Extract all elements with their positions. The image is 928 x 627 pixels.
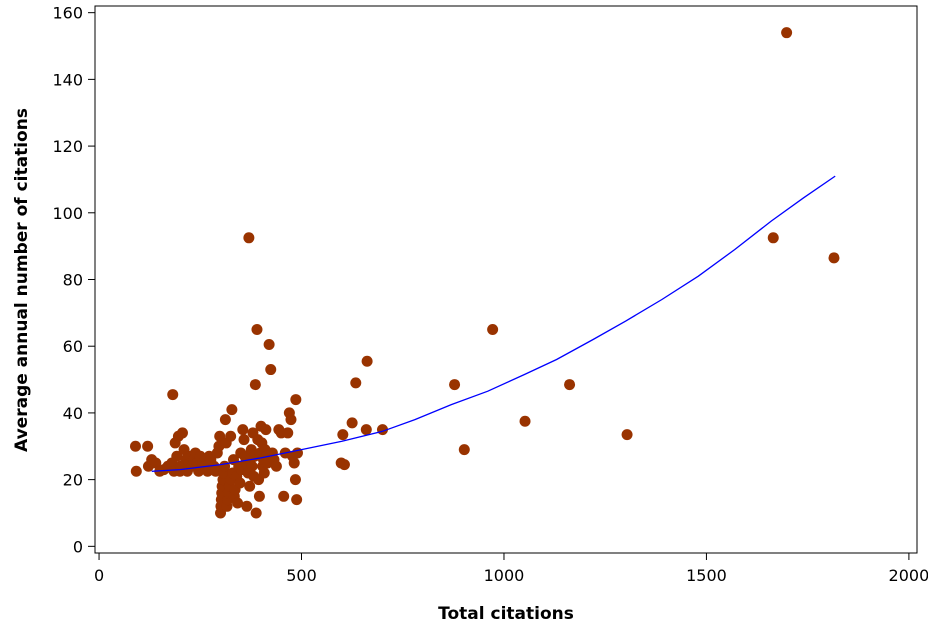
data-point: [337, 429, 349, 441]
data-point: [361, 355, 373, 367]
data-point: [282, 427, 294, 439]
y-axis-title: Average annual number of citations: [12, 108, 32, 452]
data-point: [129, 440, 141, 452]
data-point: [260, 424, 272, 436]
data-point: [249, 379, 261, 391]
data-points: [129, 27, 840, 519]
data-point: [278, 490, 290, 502]
data-point: [291, 494, 303, 506]
data-point: [225, 430, 237, 442]
x-axis: 0 500 1000 1500 2000: [94, 553, 928, 585]
data-point: [243, 232, 255, 244]
data-point: [226, 404, 238, 416]
y-tick-label: 60: [63, 337, 83, 356]
x-tick-label: 2000: [889, 566, 928, 585]
data-point: [258, 467, 270, 479]
data-point: [270, 460, 282, 472]
data-point: [232, 497, 244, 509]
fit-line-layer: [151, 175, 836, 472]
x-tick-label: 1000: [484, 566, 525, 585]
y-tick-label: 20: [63, 471, 83, 490]
data-point: [289, 474, 301, 486]
data-point: [519, 415, 531, 427]
data-point: [167, 389, 179, 401]
data-point: [781, 27, 793, 39]
data-point: [285, 414, 297, 426]
y-tick-label: 0: [73, 537, 83, 556]
data-point: [253, 490, 265, 502]
data-point: [265, 364, 277, 376]
data-point: [142, 440, 154, 452]
data-point: [241, 500, 253, 512]
data-point: [338, 459, 350, 471]
data-point: [290, 394, 302, 406]
data-point: [346, 417, 358, 429]
y-tick-label: 40: [63, 404, 83, 423]
x-tick-label: 500: [286, 566, 317, 585]
data-point: [150, 457, 162, 469]
data-point: [767, 232, 779, 244]
data-point: [130, 465, 142, 477]
x-axis-title: Total citations: [438, 604, 574, 624]
data-point: [238, 434, 250, 446]
x-tick-label: 1500: [686, 566, 727, 585]
data-point: [487, 324, 499, 336]
data-point: [350, 377, 362, 389]
y-tick-label: 140: [52, 70, 83, 89]
data-point: [237, 424, 249, 436]
data-point: [171, 450, 183, 462]
y-tick-label: 100: [52, 204, 83, 223]
data-point: [250, 507, 262, 519]
data-point: [263, 339, 275, 351]
fit-line: [151, 175, 836, 472]
data-point: [621, 429, 633, 441]
data-point: [234, 477, 246, 489]
data-point: [458, 444, 470, 456]
data-point: [176, 427, 188, 439]
data-point: [828, 252, 840, 264]
y-axis: 0 20 40 60 80 100 120 140 160: [52, 4, 95, 556]
x-tick-label: 0: [94, 566, 104, 585]
data-point: [360, 424, 372, 436]
data-point: [219, 414, 231, 426]
data-point: [288, 457, 300, 469]
data-point: [251, 324, 263, 336]
data-point: [564, 379, 576, 391]
y-tick-label: 80: [63, 271, 83, 290]
data-point: [244, 480, 256, 492]
y-tick-label: 120: [52, 137, 83, 156]
data-point: [449, 379, 461, 391]
data-point: [246, 460, 258, 472]
y-tick-label: 160: [52, 4, 83, 23]
